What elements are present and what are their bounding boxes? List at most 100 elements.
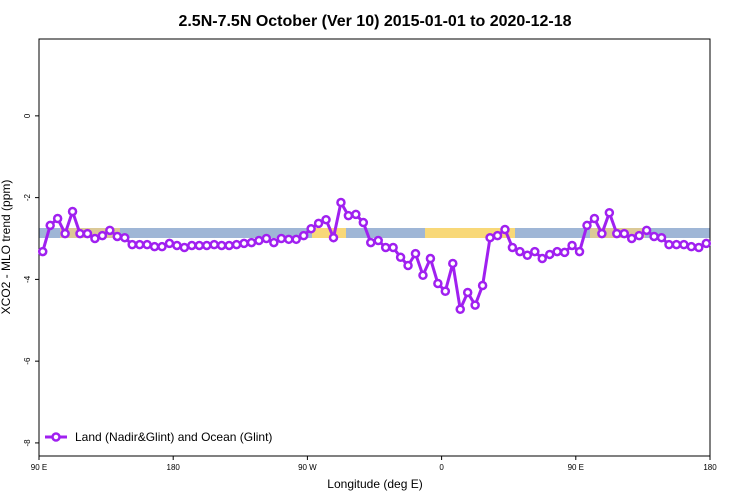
data-point	[209, 239, 219, 250]
data-point	[671, 239, 682, 250]
data-point	[194, 240, 205, 251]
data-point	[112, 231, 123, 242]
data-point	[492, 230, 503, 241]
data-point	[269, 237, 279, 248]
x-tick-label: 90 E	[568, 463, 584, 472]
data-point	[597, 228, 607, 239]
data-point	[306, 223, 316, 234]
data-point	[75, 228, 85, 239]
data-point	[358, 217, 369, 228]
data-point	[455, 304, 465, 314]
data-point	[522, 250, 533, 261]
data-point	[485, 232, 495, 243]
data-point	[149, 241, 160, 252]
data-point	[224, 240, 234, 251]
data-point	[82, 228, 93, 239]
y-tick-label: -6	[23, 357, 32, 365]
data-point	[425, 253, 436, 264]
data-point	[105, 225, 115, 236]
data-point	[134, 239, 145, 250]
data-point	[90, 233, 100, 244]
data-point	[366, 237, 376, 248]
data-point	[172, 240, 182, 251]
legend-marker	[51, 432, 61, 442]
x-tick-label: 90 W	[298, 463, 317, 472]
data-point	[321, 214, 331, 225]
land-ocean-mask	[39, 228, 710, 238]
data-point	[470, 300, 480, 310]
chart-title: 2.5N-7.5N October (Ver 10) 2015-01-01 to…	[178, 13, 571, 30]
data-point	[202, 240, 212, 251]
data-point	[45, 220, 55, 231]
data-point	[552, 246, 562, 257]
data-point	[410, 248, 421, 259]
x-tick-label: 180	[167, 463, 181, 472]
data-point	[626, 233, 637, 244]
data-point	[164, 238, 175, 249]
data-point	[142, 239, 152, 250]
data-point	[530, 246, 540, 257]
x-tick-label: 0	[439, 463, 444, 472]
data-point	[60, 228, 70, 239]
data-point	[395, 252, 406, 263]
data-point	[582, 220, 592, 231]
y-axis-label: XCO2 - MLO trend (ppm)	[0, 180, 13, 315]
x-tick-label: 180	[703, 463, 717, 472]
data-point	[343, 210, 354, 221]
data-point	[52, 213, 63, 224]
data-point	[291, 234, 301, 245]
data-point	[97, 230, 108, 241]
data-point	[351, 209, 361, 220]
data-point	[567, 240, 577, 251]
data-point	[336, 197, 346, 208]
data-point	[656, 232, 667, 243]
y-tick-label: -2	[23, 194, 32, 202]
x-axis-label: Longitude (deg E)	[327, 477, 422, 491]
data-point	[500, 224, 510, 235]
data-point	[701, 238, 712, 249]
data-point	[634, 230, 644, 241]
data-point	[403, 260, 413, 271]
data-point	[418, 270, 428, 281]
data-point	[187, 240, 197, 251]
ocean-band	[39, 228, 710, 238]
data-point	[388, 242, 398, 253]
x-tick-label: 90 E	[31, 463, 47, 472]
data-point	[448, 258, 458, 269]
data-point	[462, 287, 473, 298]
data-point	[239, 238, 249, 249]
data-point	[328, 232, 339, 243]
data-point	[231, 239, 242, 250]
data-point	[544, 249, 555, 260]
data-point	[157, 241, 167, 252]
data-point	[574, 246, 585, 257]
land-band	[312, 228, 346, 238]
data-point	[641, 225, 652, 236]
data-point	[440, 286, 451, 296]
data-point	[679, 239, 689, 250]
data-point	[649, 231, 659, 242]
data-point	[612, 228, 622, 239]
data-point	[37, 246, 48, 257]
series-line	[41, 198, 707, 315]
data-point	[373, 235, 383, 246]
land-band	[425, 228, 515, 238]
plot-frame	[38, 38, 711, 457]
data-point	[119, 232, 130, 243]
legend-label: Land (Nadir&Glint) and Ocean (Glint)	[75, 430, 272, 444]
y-tick-label: -4	[23, 275, 32, 283]
data-point	[276, 233, 287, 244]
data-point	[179, 242, 190, 253]
data-point	[559, 247, 570, 258]
data-point	[433, 278, 443, 289]
data-point	[515, 246, 525, 257]
data-point	[664, 239, 674, 250]
data-point	[686, 241, 697, 252]
data-point	[477, 280, 488, 291]
data-point	[507, 242, 518, 253]
y-tick-label: -8	[23, 439, 32, 447]
y-tick-label: 0	[23, 113, 32, 118]
data-point	[127, 239, 137, 250]
data-point	[537, 253, 547, 264]
